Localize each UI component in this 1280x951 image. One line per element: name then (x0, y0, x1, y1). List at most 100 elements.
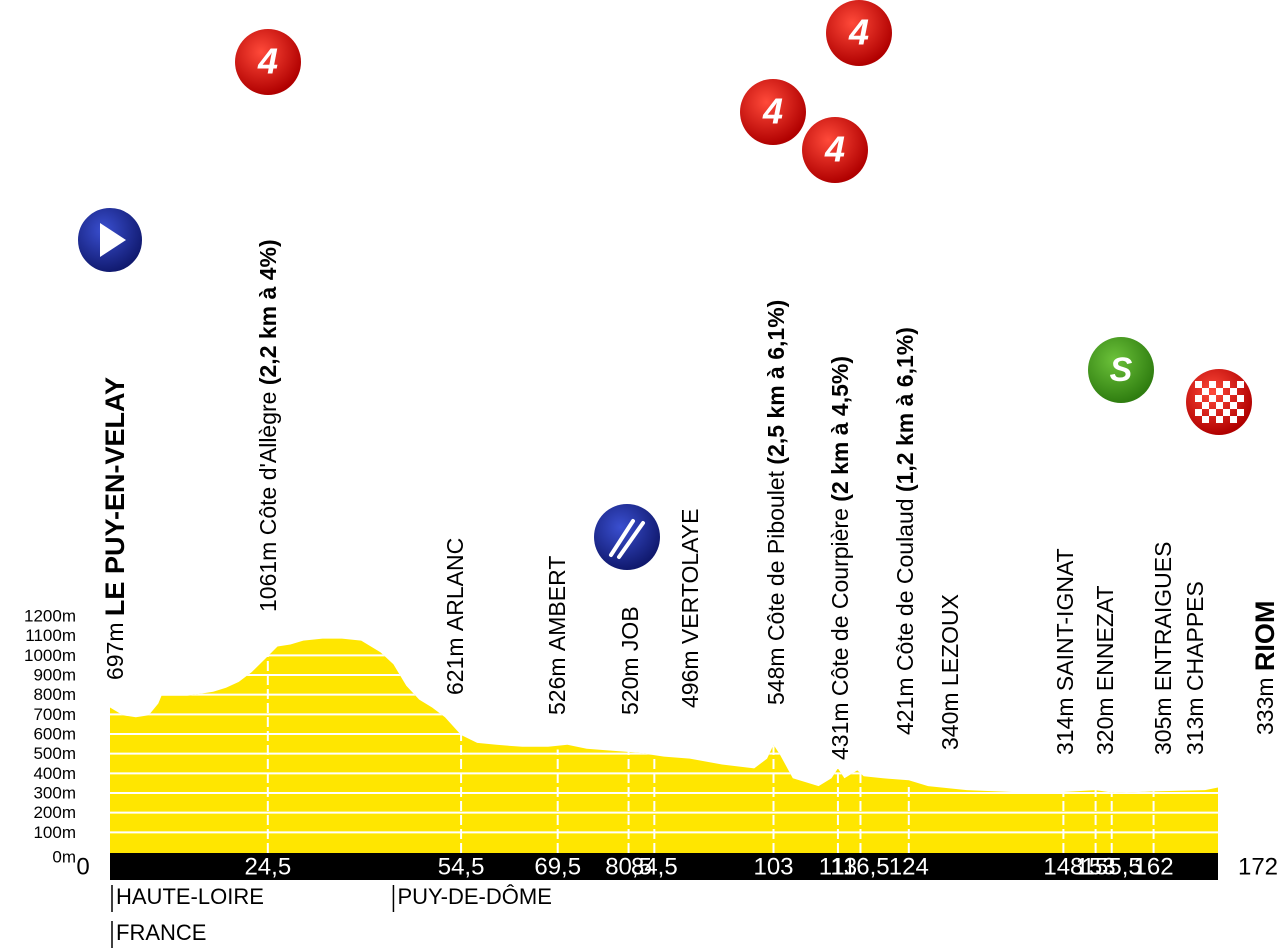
waypoint-name: Côte d'Allègre (255, 392, 281, 536)
waypoint-altitude: 697m (102, 622, 128, 680)
checker (1230, 416, 1237, 423)
sprint-category: S (1110, 351, 1133, 389)
km-label: 0 (76, 853, 89, 880)
waypoint-altitude: 526m (544, 657, 570, 715)
waypoint-altitude: 520m (617, 657, 643, 715)
checker (1209, 381, 1216, 388)
checker (1230, 388, 1237, 395)
waypoint-altitude: 314m (1052, 697, 1078, 755)
checker (1202, 416, 1209, 423)
checker (1237, 409, 1244, 416)
waypoint-name: RIOM (1250, 601, 1280, 672)
region-label: HAUTE-LOIRE (116, 884, 264, 909)
icon-feed (594, 504, 660, 570)
checker (1216, 388, 1223, 395)
waypoint-name: Côte de Courpière (827, 508, 853, 696)
waypoint-label: 340m LEZOUX (937, 594, 963, 750)
waypoint-label: 333m RIOM (1250, 601, 1280, 735)
y-tick-label: 100m (33, 823, 76, 842)
km-label: 116,5 (831, 853, 889, 880)
checker (1195, 409, 1202, 416)
y-tick-label: 900m (33, 665, 76, 684)
y-tick-label: 800m (33, 685, 76, 704)
climb-category: 4 (848, 12, 869, 53)
km-label: 172 (1238, 853, 1278, 880)
feed-fork (609, 519, 645, 559)
y-tick-label: 1000m (24, 646, 76, 665)
checker (1237, 381, 1244, 388)
y-tick-label: 400m (33, 764, 76, 783)
checker (1223, 395, 1230, 402)
waypoint-label: 421m Côte de Coulaud (1,2 km à 6,1%) (892, 327, 918, 735)
waypoint-label: 621m ARLANC (442, 538, 468, 695)
climb-category: 4 (824, 129, 845, 170)
waypoint-name: ARLANC (442, 538, 468, 631)
waypoint-name: SAINT-IGNAT (1052, 548, 1078, 691)
waypoint-detail: (1,2 km à 6,1%) (892, 327, 918, 492)
waypoint-label: 431m Côte de Courpière (2 km à 4,5%) (827, 356, 853, 760)
climb-badge (740, 79, 806, 145)
checker (1237, 395, 1244, 402)
distance-bar (110, 853, 1218, 880)
waypoint-name: Côte de Piboulet (763, 470, 789, 641)
icon-sprint: S (1088, 337, 1154, 403)
checker (1223, 381, 1230, 388)
waypoint-altitude: 496m (677, 650, 703, 708)
waypoint-altitude: 621m (442, 637, 468, 695)
waypoint-detail: (2,5 km à 6,1%) (763, 300, 789, 465)
km-label: 155,5 (1082, 853, 1142, 880)
climb-category: 4 (257, 41, 278, 82)
feed-badge (594, 504, 660, 570)
checker (1216, 402, 1223, 409)
km-label: 153 (1076, 853, 1116, 880)
waypoint-detail: (2 km à 4,5%) (827, 356, 853, 502)
y-tick-label: 700m (33, 705, 76, 724)
y-tick-label: 0m (52, 847, 76, 866)
waypoint-label: 1061m Côte d'Allègre (2,2 km à 4%) (255, 239, 281, 612)
icon-climb: 4 (802, 117, 868, 183)
checker (1202, 402, 1209, 409)
waypoint-name: Côte de Coulaud (892, 498, 918, 671)
waypoint-label: 697m LE PUY-EN-VELAY (100, 377, 130, 680)
checker (1209, 395, 1216, 402)
y-tick-label: 600m (33, 724, 76, 743)
y-tick-label: 200m (33, 803, 76, 822)
start-arrow (100, 223, 126, 257)
waypoint-altitude: 313m (1182, 697, 1208, 755)
icon-climb: 4 (740, 79, 806, 145)
icon-climb: 4 (235, 29, 301, 95)
waypoint-label: 496m VERTOLAYE (677, 509, 703, 708)
waypoint-label: 520m JOB (617, 606, 643, 715)
waypoint-name: LEZOUX (937, 594, 963, 686)
km-label: 162 (1134, 853, 1174, 880)
waypoint-name: VERTOLAYE (677, 509, 703, 645)
icon-start (76, 206, 144, 274)
waypoint-name: ENTRAIGUES (1150, 542, 1176, 692)
waypoint-label: 313m CHAPPES (1182, 581, 1208, 755)
km-label: 84,5 (631, 853, 678, 880)
km-label: 148 (1043, 853, 1083, 880)
icon-finish (1186, 369, 1252, 435)
y-tick-label: 300m (33, 783, 76, 802)
km-label: 124 (889, 853, 929, 880)
waypoint-name: LE PUY-EN-VELAY (100, 377, 130, 616)
waypoint-name: ENNEZAT (1092, 585, 1118, 691)
waypoint-name: CHAPPES (1182, 581, 1208, 691)
climb-category: 4 (762, 91, 783, 132)
waypoint-label: 305m ENTRAIGUES (1150, 542, 1176, 755)
sprint-badge (1088, 337, 1154, 403)
km-label: 103 (753, 853, 793, 880)
checker (1195, 381, 1202, 388)
waypoint-altitude: 305m (1150, 697, 1176, 755)
waypoint-detail: (2,2 km à 4%) (255, 239, 281, 385)
climb-badge (802, 117, 868, 183)
waypoint-label: 314m SAINT-IGNAT (1052, 548, 1078, 755)
region-label: FRANCE (116, 920, 206, 945)
y-tick-label: 1100m (25, 626, 76, 645)
y-tick-label: 500m (33, 744, 76, 763)
checker (1216, 416, 1223, 423)
y-tick-label: 1200m (24, 606, 76, 625)
icon-climb: 4 (826, 0, 892, 66)
waypoint-altitude: 421m (892, 677, 918, 735)
